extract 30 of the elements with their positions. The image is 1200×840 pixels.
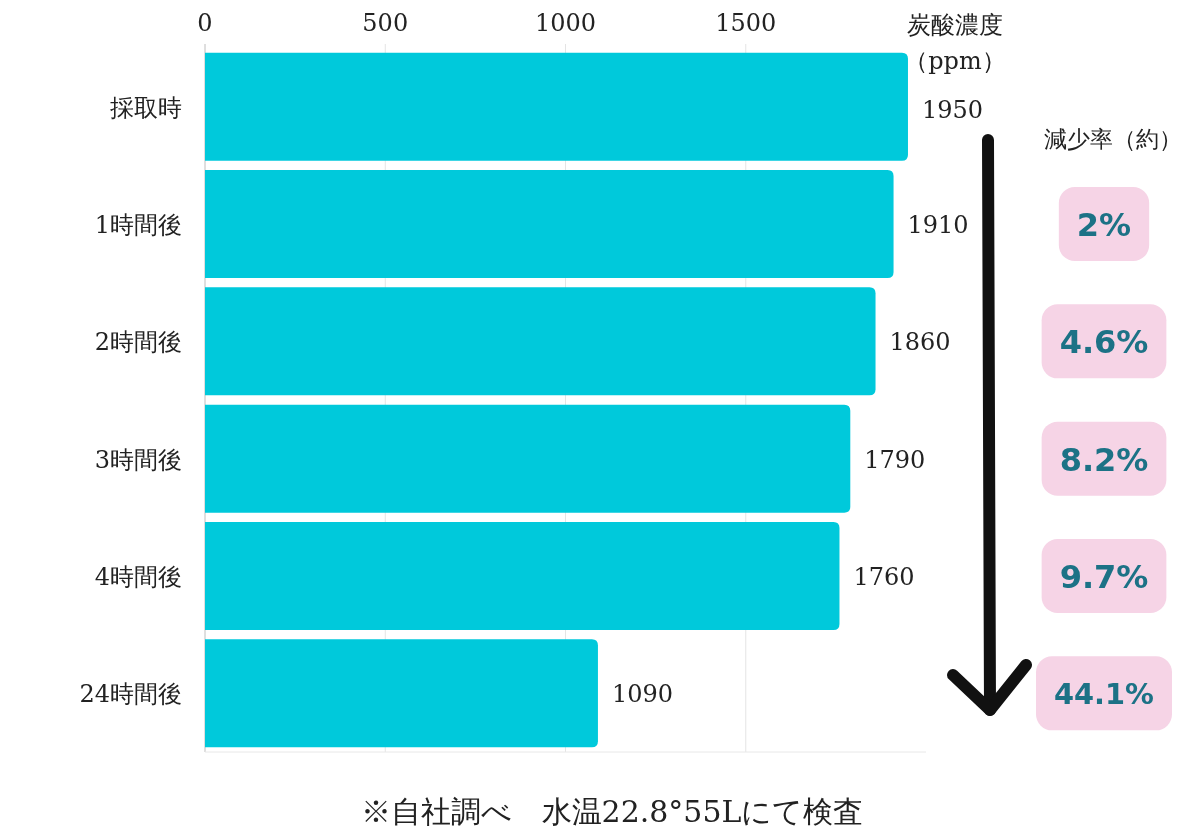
- data-label: 1760: [853, 563, 915, 591]
- y-tick-label: 1時間後: [94, 211, 182, 239]
- text: 9.7%: [1059, 558, 1149, 596]
- x-tick-label: 1500: [715, 9, 777, 37]
- text: ※自社調べ 水温22.8°55Lにて検査: [360, 794, 864, 829]
- x-axis-title: 炭酸濃度（ppm）: [904, 11, 1006, 75]
- text: 44.1%: [1054, 676, 1154, 711]
- bar: [205, 287, 876, 396]
- y-tick-label: 24時間後: [79, 680, 182, 709]
- y-tick-label: 2時間後: [94, 328, 182, 357]
- data-label: 1790: [864, 445, 926, 474]
- y-tick-label: 採取時: [110, 93, 182, 122]
- text: 減少率（約）: [1044, 126, 1182, 152]
- x-tick-label: 500: [362, 9, 409, 37]
- x-tick-label: 1000: [534, 9, 597, 37]
- y-tick-label: 3時間後: [94, 445, 182, 474]
- bar: [205, 52, 908, 161]
- bar: [205, 170, 894, 278]
- text: 2%: [1076, 206, 1132, 244]
- data-label: 1950: [921, 95, 984, 124]
- bar: [205, 639, 598, 748]
- text: 4.6%: [1059, 323, 1149, 362]
- x-tick-label: 0: [197, 9, 213, 37]
- bar: [205, 404, 851, 513]
- data-label: 1860: [889, 328, 951, 357]
- y-tick-label: 4時間後: [94, 563, 182, 591]
- data-label: 1910: [907, 211, 969, 239]
- text: 8.2%: [1059, 440, 1149, 479]
- data-label: 1090: [611, 680, 674, 709]
- bar: [205, 522, 840, 630]
